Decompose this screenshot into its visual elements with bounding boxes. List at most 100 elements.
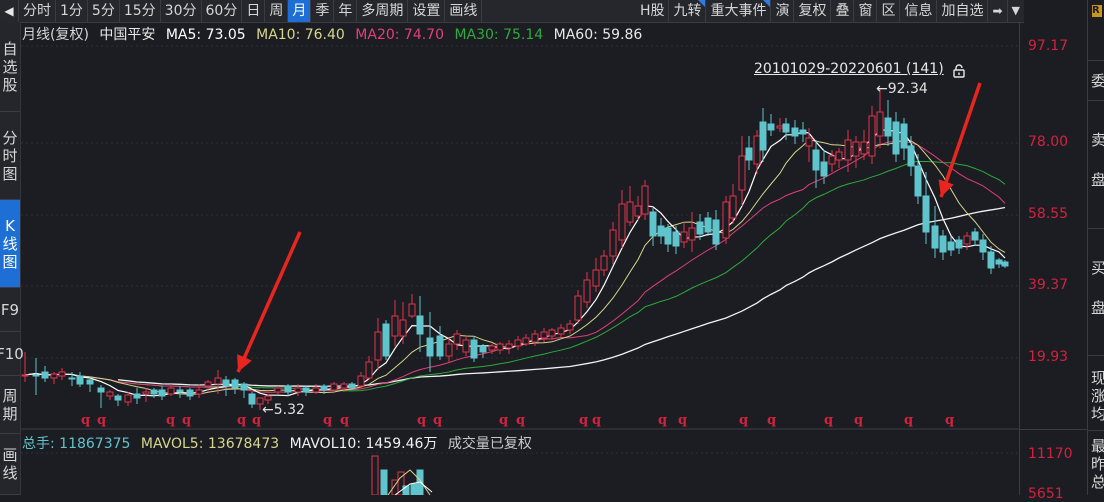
event-marker[interactable]: q (516, 413, 526, 428)
event-marker[interactable]: q (252, 413, 262, 428)
sidebar-item[interactable]: 自选股 (0, 22, 20, 112)
candle-down (348, 383, 356, 389)
candle-up (688, 227, 696, 241)
toolbar-tool-button[interactable]: H股 (636, 0, 670, 22)
back-arrow-icon: ◀ (4, 4, 14, 18)
event-marker[interactable]: q (945, 413, 955, 428)
candle-down (820, 161, 828, 177)
sidebar-item[interactable]: 分时图 (0, 112, 20, 200)
toolbar-tool-button[interactable]: 信息 (900, 0, 938, 22)
period-tab[interactable]: 60分 (202, 0, 243, 22)
quote-label: 总 (1091, 474, 1104, 491)
event-marker[interactable]: q (323, 413, 333, 428)
candle-up (264, 395, 272, 401)
event-marker[interactable]: q (166, 413, 176, 428)
candle-up (626, 201, 634, 223)
ma5-value: MA5: 73.05 (165, 27, 246, 43)
event-marker[interactable]: q (340, 413, 350, 428)
candle-down (759, 121, 767, 151)
candle-down (32, 374, 40, 377)
event-marker[interactable]: q (658, 413, 668, 428)
period-tabs: 分时 1分 5分 15分 30分 60分日周月季年多周期 设置 画线 (19, 0, 483, 22)
candle-up (860, 141, 868, 155)
sidebar-item[interactable]: F9 (0, 288, 20, 332)
period-tab[interactable]: 周 (265, 0, 289, 22)
candle-up (294, 387, 302, 393)
toolbar-tool-button[interactable]: 演 (771, 0, 795, 22)
event-marker[interactable]: q (739, 413, 749, 428)
candle-up (641, 185, 649, 215)
candle-down (240, 383, 248, 391)
toolbar-tool-button[interactable]: 复权 (794, 0, 832, 22)
event-marker[interactable]: q (182, 413, 192, 428)
candle-down (745, 147, 753, 161)
period-tab[interactable]: 设置 (408, 0, 446, 22)
sidebar-item[interactable]: 画线 (0, 434, 20, 495)
candle-up (540, 331, 548, 339)
more-dropdown-button[interactable]: ▼ (1008, 0, 1024, 22)
candle-down (158, 389, 166, 397)
toolbar-tool-button[interactable]: 九转 (669, 0, 707, 22)
candle-down (995, 259, 1003, 265)
toolbar-tool-button[interactable]: 加自选 (937, 0, 989, 22)
sidebar-item-label: 图 (2, 252, 18, 271)
candle-down (907, 145, 915, 167)
candle-up (566, 323, 574, 331)
event-marker[interactable]: q (854, 413, 864, 428)
collapse-left-button[interactable]: ◀ (0, 0, 19, 22)
period-tab[interactable]: 15分 (120, 0, 161, 22)
event-marker[interactable]: q (678, 413, 688, 428)
volume-bar (371, 455, 379, 495)
toolbar-tool-button[interactable]: 区 (877, 0, 901, 22)
sidebar-item-label: 自 (2, 39, 18, 58)
toolbar-tool-button[interactable]: 重大事件 (706, 0, 772, 22)
candle-down (704, 217, 712, 233)
price-tick: 78.00 (1028, 134, 1069, 150)
event-marker[interactable]: q (417, 413, 427, 428)
candle-down (884, 117, 892, 137)
event-marker[interactable]: q (579, 413, 589, 428)
event-marker[interactable]: q (824, 413, 834, 428)
sidebar-item[interactable]: 周期 (0, 376, 20, 434)
candle-down (320, 385, 328, 391)
period-tab[interactable]: 月 (288, 0, 312, 22)
event-marker[interactable]: q (592, 413, 602, 428)
candle-up (312, 387, 320, 393)
period-tab[interactable]: 年 (334, 0, 358, 22)
event-marker[interactable]: q (97, 413, 107, 428)
candle-up (330, 383, 338, 391)
period-tab[interactable]: 分时 (19, 0, 56, 22)
period-tab[interactable]: 5分 (88, 0, 120, 22)
candle-up (680, 231, 688, 243)
candle-up (106, 391, 114, 397)
sidebar-item-label: K (5, 216, 15, 235)
period-tab[interactable]: 日 (242, 0, 266, 22)
sidebar-item[interactable]: F10 (0, 332, 24, 376)
level2-badge[interactable]: R (1092, 5, 1102, 17)
period-tab[interactable]: 1分 (56, 0, 88, 22)
expand-panel-button[interactable]: ➡ (988, 0, 1008, 22)
period-tab[interactable]: 多周期 (357, 0, 409, 22)
period-tab[interactable]: 季 (311, 0, 335, 22)
candle-up (776, 125, 784, 129)
period-tab[interactable]: 30分 (161, 0, 202, 22)
event-marker[interactable]: q (433, 413, 443, 428)
event-marker[interactable]: q (499, 413, 509, 428)
candle-up (357, 375, 365, 387)
event-marker[interactable]: q (767, 413, 777, 428)
kline-chart[interactable] (21, 22, 1019, 495)
lock-icon[interactable] (952, 64, 966, 78)
quote-label: 现 (1091, 370, 1104, 387)
range-label[interactable]: 20101029-20220601 (141) (754, 61, 944, 77)
event-marker[interactable]: q (81, 413, 91, 428)
candle-up (868, 115, 876, 157)
event-marker[interactable]: q (237, 413, 247, 428)
event-marker[interactable]: q (904, 413, 914, 428)
toolbar-tool-button[interactable]: 窗 (854, 0, 878, 22)
candle-down (150, 389, 158, 395)
toolbar-tool-button[interactable]: 叠 (831, 0, 855, 22)
period-tab[interactable]: 画线 (445, 0, 483, 22)
mavol10-value: MAVOL10: 1459.46万 (289, 436, 438, 452)
candle-down (782, 123, 790, 133)
